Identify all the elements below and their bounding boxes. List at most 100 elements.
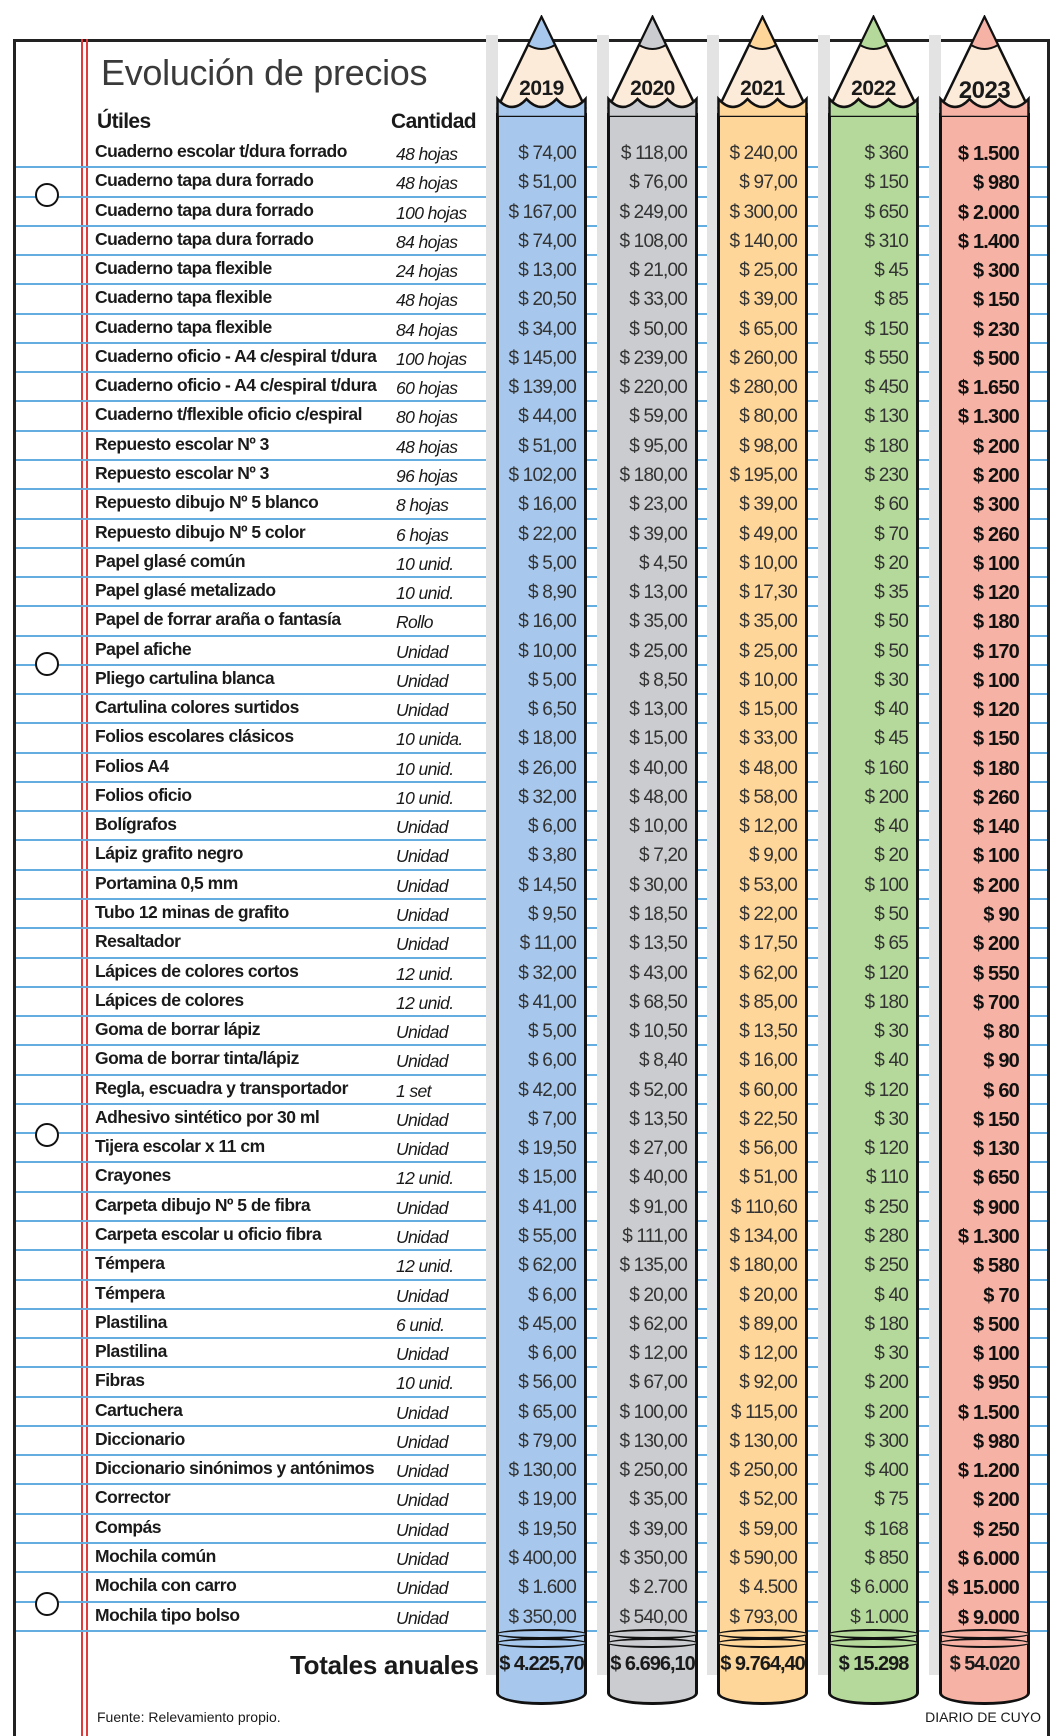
price-2023: $ 300	[972, 260, 1020, 283]
price-2022: $ 100	[864, 874, 908, 896]
price-2019: $ 56,00	[518, 1372, 577, 1394]
price-2021: $ 17,30	[739, 582, 798, 604]
item-quantity: Unidad	[396, 1051, 448, 1072]
item-name: Cartulina colores surtidos	[95, 697, 299, 718]
price-2022: $ 850	[864, 1547, 908, 1569]
table-row: Cuaderno oficio - A4 c/espiral t/dura 60 …	[0, 372, 1063, 401]
price-2020: $ 95,00	[629, 435, 688, 457]
price-2020: $ 180,00	[619, 464, 687, 486]
item-name: Repuesto escolar Nº 3	[95, 433, 269, 454]
price-2020: $ 111,00	[622, 1225, 688, 1247]
price-2020: $ 12,00	[629, 1343, 688, 1365]
table-row: Tijera escolar x 11 cm Unidad $ 19,50 $ 27,…	[0, 1133, 1063, 1162]
price-2023: $ 650	[972, 1167, 1020, 1190]
item-quantity: Unidad	[396, 1519, 448, 1540]
price-2023: $ 260	[972, 523, 1020, 546]
item-quantity: 12 unid.	[396, 1168, 454, 1189]
table-row: Papel glasé metalizado 10 unid. $ 8,90 $ 13…	[0, 577, 1063, 606]
price-2023: $ 200	[972, 933, 1020, 956]
table-row: Mochila tipo bolso Unidad $ 350,00 $ 540,00…	[0, 1602, 1063, 1631]
item-quantity: Unidad	[396, 1548, 448, 1569]
item-name: Cuaderno tapa dura forrado	[95, 228, 314, 249]
price-2022: $ 120	[864, 962, 908, 984]
price-2019: $ 19,00	[518, 1489, 577, 1511]
pencil-tip-icon	[496, 15, 587, 117]
item-quantity: 100 hojas	[396, 202, 467, 223]
price-2022: $ 65	[874, 933, 909, 955]
item-quantity: Unidad	[396, 846, 448, 867]
price-2020: $ 35,00	[629, 1489, 688, 1511]
price-2022: $ 250	[864, 1196, 908, 1218]
item-quantity: 60 hojas	[396, 378, 458, 399]
price-2019: $ 11,00	[519, 933, 577, 955]
price-2023: $ 700	[972, 991, 1020, 1014]
table-row: Diccionario Unidad $ 79,00 $ 130,00 $ 130,00…	[0, 1426, 1063, 1455]
price-2022: $ 230	[864, 464, 908, 486]
price-2023: $ 100	[972, 669, 1020, 692]
price-2023: $ 580	[972, 1255, 1020, 1278]
pencil-tip-icon	[828, 15, 919, 117]
price-2022: $ 250	[864, 1255, 908, 1277]
price-2021: $ 10,00	[739, 669, 798, 691]
price-2019: $ 5,00	[527, 669, 577, 691]
price-2022: $ 200	[864, 786, 908, 808]
price-2019: $ 145,00	[508, 347, 576, 369]
price-2019: $ 41,00	[518, 1196, 577, 1218]
price-2022: $ 110	[865, 1167, 909, 1189]
price-2022: $ 168	[864, 1518, 908, 1540]
price-2020: $ 39,00	[629, 1518, 688, 1540]
price-2020: $ 40,00	[629, 1167, 688, 1189]
item-quantity: 1 set	[396, 1080, 432, 1101]
price-2021: $ 130,00	[729, 1430, 797, 1452]
item-name: Bolígrafos	[95, 814, 177, 835]
price-2020: $ 18,50	[629, 904, 688, 926]
table-row: Carpeta escolar u oficio fibra Unidad $ 55…	[0, 1221, 1063, 1250]
price-2020: $ 48,00	[629, 786, 688, 808]
item-name: Lápices de colores	[95, 989, 244, 1010]
price-2023: $ 60	[983, 1079, 1020, 1102]
price-2019: $ 16,00	[518, 494, 577, 516]
pencil-tip-icon	[717, 15, 808, 117]
pencil-band	[717, 1638, 808, 1648]
table-row: Cuaderno t/flexible oficio c/espiral 80 h…	[0, 401, 1063, 430]
total-2023: $ 54.020	[949, 1653, 1021, 1675]
price-2022: $ 650	[864, 201, 908, 223]
item-quantity: Unidad	[396, 670, 448, 691]
price-2022: $ 200	[864, 1372, 908, 1394]
price-2023: $ 1.300	[957, 1225, 1020, 1248]
item-name: Adhesivo sintético por 30 ml	[95, 1106, 320, 1127]
item-name: Papel glasé común	[95, 550, 246, 571]
item-name: Repuesto dibujo Nº 5 color	[95, 521, 306, 542]
price-2021: $ 22,00	[739, 904, 798, 926]
price-2021: $ 62,00	[739, 962, 798, 984]
item-name: Lápiz grafito negro	[95, 843, 244, 864]
table-row: Témpera 12 unid. $ 62,00 $ 135,00 $ 180,00 $ …	[0, 1250, 1063, 1279]
price-2021: $ 140,00	[729, 230, 797, 252]
pencil-shadow	[818, 35, 830, 1675]
price-2019: $ 42,00	[518, 1079, 577, 1101]
price-2020: $ 39,00	[629, 523, 688, 545]
binder-hole	[35, 1592, 59, 1616]
price-2021: $ 39,00	[739, 289, 798, 311]
price-2019: $ 45,00	[518, 1313, 577, 1335]
price-2023: $ 500	[972, 347, 1020, 370]
item-name: Folios oficio	[95, 784, 192, 805]
price-2021: $ 260,00	[729, 347, 797, 369]
item-quantity: Unidad	[396, 1226, 448, 1247]
item-quantity: 100 hojas	[396, 348, 467, 369]
price-2021: $ 48,00	[739, 757, 798, 779]
price-2020: $ 23,00	[629, 494, 688, 516]
item-name: Papel glasé metalizado	[95, 580, 276, 601]
price-2019: $ 3,80	[527, 845, 577, 867]
price-2020: $ 13,50	[629, 1108, 688, 1130]
price-2023: $ 180	[972, 757, 1020, 780]
price-2019: $ 26,00	[518, 757, 577, 779]
item-quantity: 10 unid.	[396, 787, 454, 808]
price-2020: $ 59,00	[629, 406, 688, 428]
price-2019: $ 32,00	[518, 962, 577, 984]
item-quantity: 48 hojas	[396, 144, 458, 164]
item-name: Repuesto dibujo Nº 5 blanco	[95, 492, 319, 513]
price-2023: $ 1.500	[957, 143, 1020, 165]
price-2019: $ 6,00	[527, 816, 577, 838]
price-2023: $ 1.300	[957, 406, 1020, 429]
